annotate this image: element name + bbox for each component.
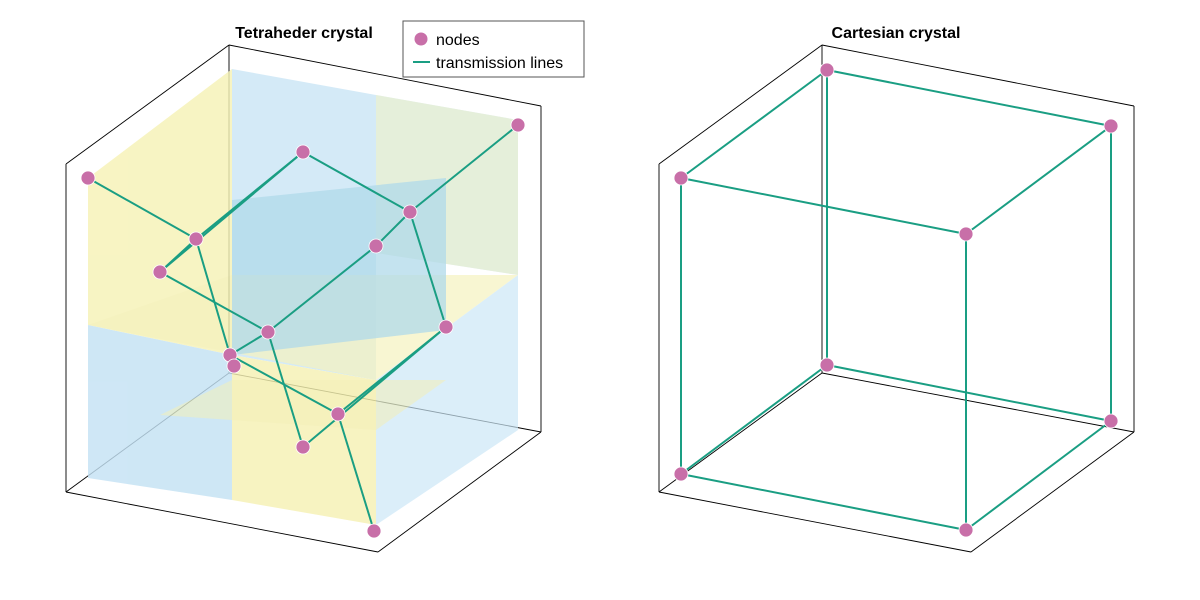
node xyxy=(152,264,168,280)
box-frame xyxy=(658,44,1135,553)
transmission-line xyxy=(159,238,197,273)
nodes-tetraheder xyxy=(80,117,526,539)
transmission-line xyxy=(302,151,411,213)
transmission-line xyxy=(680,473,967,531)
transmission-line xyxy=(302,326,447,448)
transmission-line xyxy=(680,69,828,179)
transmission-line xyxy=(267,331,304,448)
transmission-line xyxy=(87,177,197,240)
node xyxy=(295,439,311,455)
node xyxy=(366,523,382,539)
plane-face xyxy=(376,275,518,525)
transmission-line xyxy=(965,420,1112,531)
node xyxy=(958,226,974,242)
node xyxy=(368,238,384,254)
node xyxy=(330,406,346,422)
plane-face xyxy=(88,325,232,500)
legend-box xyxy=(402,20,585,78)
transmission-line xyxy=(195,238,231,356)
nodes-cartesian xyxy=(673,62,1119,538)
transmission-line xyxy=(229,354,339,415)
node xyxy=(673,466,689,482)
legend-nodes-label: nodes xyxy=(436,32,480,49)
transmission-line xyxy=(826,69,1112,127)
crystal-planes xyxy=(88,69,518,525)
node xyxy=(510,117,526,133)
plane-face xyxy=(232,178,446,355)
transmission-line xyxy=(159,151,304,273)
tetraheder-panel: Tetraheder crystal nodes transmission li… xyxy=(65,20,585,553)
transmission-line xyxy=(965,125,1112,235)
transmission-line xyxy=(159,271,269,333)
node xyxy=(819,62,835,78)
transmission-line xyxy=(826,364,1112,422)
transmission-line xyxy=(337,413,375,532)
node xyxy=(402,204,418,220)
node xyxy=(438,319,454,335)
node xyxy=(1103,118,1119,134)
node xyxy=(226,358,242,374)
transmission-line xyxy=(375,211,411,247)
plane-face xyxy=(160,380,446,430)
transmission-line xyxy=(409,211,447,328)
node xyxy=(673,170,689,186)
panel-title-tetraheder: Tetraheder crystal xyxy=(235,25,373,42)
legend-lines-label: transmission lines xyxy=(436,55,563,72)
legend-node-marker xyxy=(414,32,428,46)
transmission-line xyxy=(680,177,967,235)
box-frame-front xyxy=(65,106,542,553)
node xyxy=(188,231,204,247)
node xyxy=(295,144,311,160)
node xyxy=(80,170,96,186)
node xyxy=(819,357,835,373)
legend: nodes transmission lines xyxy=(402,20,585,78)
transmission-lines-tetraheder xyxy=(87,124,519,532)
transmission-line xyxy=(409,124,519,213)
transmission-line xyxy=(229,331,269,356)
transmission-line xyxy=(680,364,828,475)
node xyxy=(1103,413,1119,429)
plane-face xyxy=(88,69,232,355)
transmission-lines-cartesian xyxy=(680,69,1112,531)
node xyxy=(958,522,974,538)
cartesian-panel: Cartesian crystal xyxy=(658,25,1135,553)
node xyxy=(260,324,276,340)
transmission-line xyxy=(267,245,377,333)
panel-title-cartesian: Cartesian crystal xyxy=(832,25,961,42)
